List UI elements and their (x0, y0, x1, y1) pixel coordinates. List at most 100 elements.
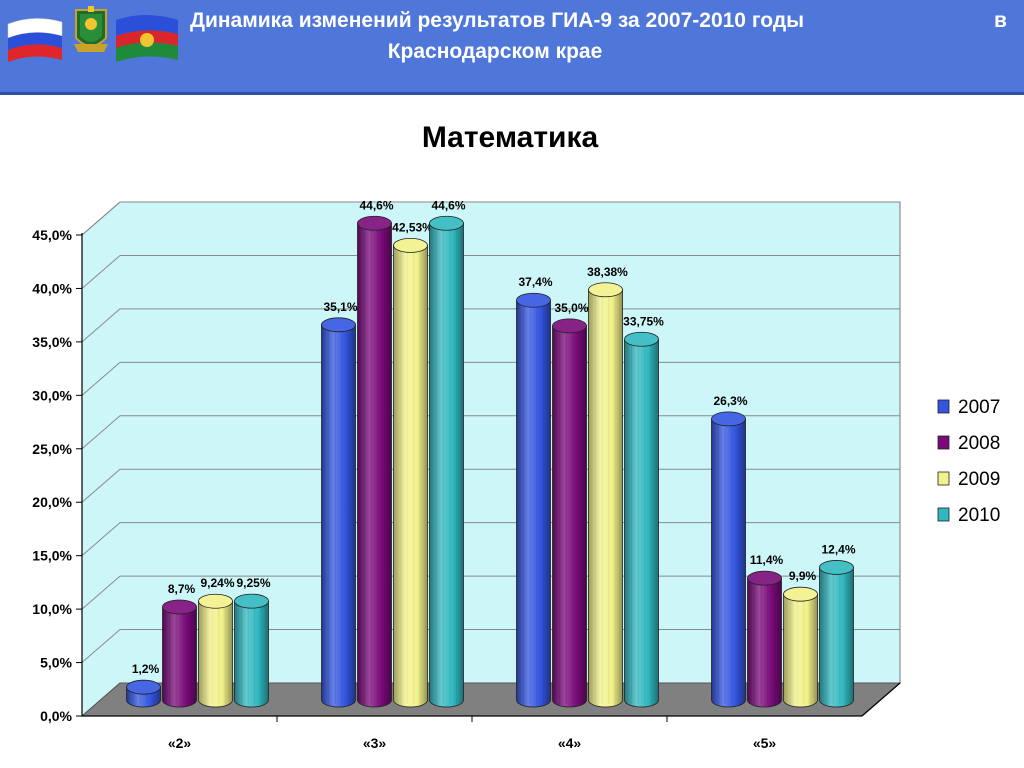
x-category-label: «5» (753, 735, 777, 751)
bar-data-label: 33,75% (623, 314, 664, 328)
slide-title-line2: Краснодарском крае (387, 40, 603, 63)
x-axis-depth (861, 682, 901, 717)
bar-data-label: 9,24% (200, 576, 234, 590)
legend-label: 2008 (958, 433, 1000, 454)
bar-top (747, 570, 782, 586)
chart-title: Математика (422, 121, 599, 154)
y-tick-label: 25,0% (32, 441, 72, 457)
bar-body (552, 325, 587, 708)
bar-body (162, 606, 197, 708)
bar-data-label: 9,9% (789, 569, 817, 583)
bar-top (357, 215, 392, 231)
bar-body (234, 600, 269, 708)
y-tick-label: 10,0% (32, 601, 72, 617)
bar-top (393, 238, 428, 253)
bar (588, 282, 623, 708)
krasnodar-emblem-icon (74, 6, 108, 52)
y-tick-label: 0,0% (40, 708, 72, 724)
bar-data-label: 35,0% (554, 301, 588, 315)
bar-body (429, 222, 464, 708)
bar-top (198, 593, 233, 609)
gridline (81, 308, 900, 343)
chart-plot-area: 0,0% 5,0% 10,0% 15,0% 20,0% 25,0% 30,0% 35,0% 40… (32, 198, 902, 751)
x-category-label: «4» (558, 735, 582, 751)
bar-top (126, 679, 161, 695)
legend-label: 2009 (958, 469, 1000, 490)
bar (711, 411, 746, 708)
bar (393, 238, 428, 708)
bar-body (819, 567, 854, 708)
bar-top (234, 593, 269, 609)
russia-flag-icon (7, 18, 63, 62)
bar-data-label: 35,1% (323, 300, 357, 314)
bar-body (357, 222, 392, 708)
legend-item: 2007 (937, 397, 1000, 418)
bar-body (711, 418, 746, 708)
y-tick-label: 20,0% (32, 494, 72, 510)
slide-title-line1: Динамика изменений результатов ГИА-9 за … (190, 9, 805, 32)
bar-body (588, 289, 623, 708)
legend-swatch (937, 471, 950, 486)
x-category-label: «3» (363, 735, 387, 751)
bar-top (588, 282, 623, 298)
bar-data-label: 12,4% (821, 542, 855, 556)
bar-top (552, 318, 587, 334)
bar (234, 593, 269, 708)
legend-swatch (937, 399, 950, 414)
bar-body (198, 600, 233, 708)
legend-label: 2010 (958, 505, 1000, 526)
bar-data-label: 37,4% (518, 275, 552, 289)
krasnodar-flag-icon (116, 15, 178, 62)
y-tick-label: 15,0% (32, 548, 72, 564)
bar (747, 570, 782, 708)
bar-top (321, 317, 356, 333)
bar (357, 215, 392, 708)
bar-data-label: 38,38% (587, 265, 628, 279)
bar-top (162, 599, 197, 615)
bar (624, 331, 659, 708)
bar (126, 679, 161, 708)
bar (321, 317, 356, 708)
y-tick-label: 40,0% (32, 280, 72, 296)
bar-data-label: 1,2% (132, 662, 160, 676)
chart-legend: 2007 2008 2009 2010 (937, 397, 1000, 526)
bar (516, 292, 551, 708)
bar-body (393, 245, 428, 708)
bar-top (819, 560, 854, 575)
bar-body (321, 324, 356, 708)
bar-body (783, 593, 818, 708)
bar (198, 593, 233, 708)
x-category-label: «2» (168, 735, 192, 751)
bar-data-label: 42,53% (392, 220, 433, 234)
y-tick-label: 5,0% (40, 655, 72, 671)
legend-swatch (937, 507, 950, 522)
bar-chart: Математика 0,0% 5,0% 10,0% 15,0% 20,0% 25,0% 3… (32, 121, 1000, 751)
bar-top (624, 331, 659, 347)
legend-swatch (937, 435, 950, 450)
y-tick-label: 35,0% (32, 334, 72, 350)
slide-header: Динамика изменений результатов ГИА-9 за … (0, 0, 1024, 95)
legend-item: 2010 (937, 505, 1000, 526)
legend-label: 2007 (958, 397, 1000, 418)
bar-top (429, 215, 464, 231)
bar-body (624, 338, 659, 708)
bar-body (516, 299, 551, 708)
bar (819, 560, 854, 708)
bar-top (783, 586, 818, 602)
bar-data-label: 44,6% (359, 198, 393, 212)
flags-emblem-logo (7, 6, 178, 62)
gridline (81, 254, 900, 289)
bar-data-label: 9,25% (236, 576, 270, 590)
y-tick-label: 30,0% (32, 387, 72, 403)
bar-data-label: 44,6% (431, 198, 465, 212)
bar-data-label: 8,7% (168, 582, 196, 596)
slide-title-line1-tail: в (994, 9, 1007, 32)
legend-item: 2008 (937, 433, 1000, 454)
bar (552, 318, 587, 708)
legend-item: 2009 (937, 469, 1000, 490)
bar-data-label: 26,3% (713, 394, 747, 408)
gridline (81, 201, 900, 236)
bar (162, 599, 197, 708)
y-tick-label: 45,0% (32, 227, 72, 243)
bar-top (516, 292, 551, 308)
